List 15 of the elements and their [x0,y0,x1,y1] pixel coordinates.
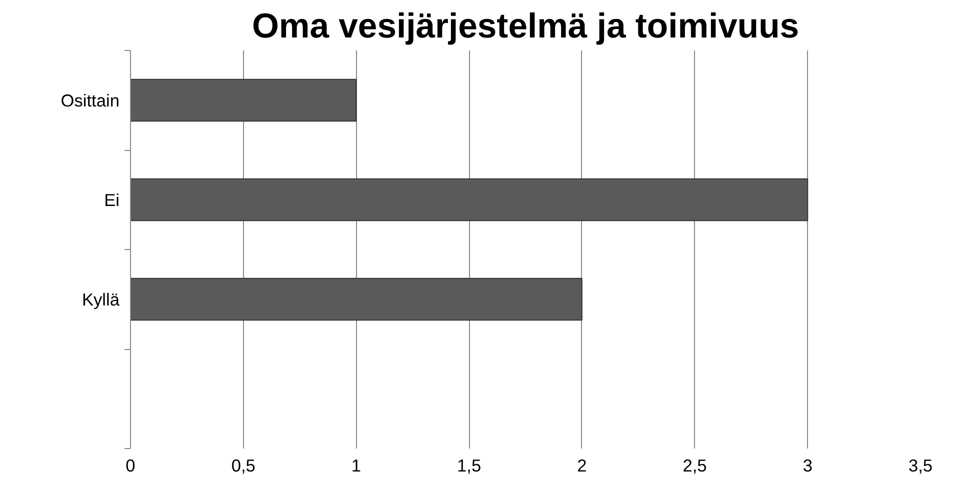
bar [130,278,582,321]
bar [130,78,357,122]
x-tick-label: 2,5 [682,456,707,476]
y-tick-label: Ei [104,190,120,210]
y-tick-label: Osittain [60,90,120,110]
x-tick-label: 2 [577,456,587,476]
x-tick-label: 1,5 [457,456,482,476]
x-tick-label: 3,5 [908,456,933,476]
chart-title: Oma vesijärjestelmä ja toimivuus [252,8,800,46]
x-tick-label: 0 [126,456,136,476]
bar [130,178,808,222]
x-tick-label: 3 [802,456,812,476]
y-tick-label: Kyllä [82,289,120,310]
x-tick-label: 1 [351,456,362,476]
x-tick-label: 0,5 [231,456,256,476]
